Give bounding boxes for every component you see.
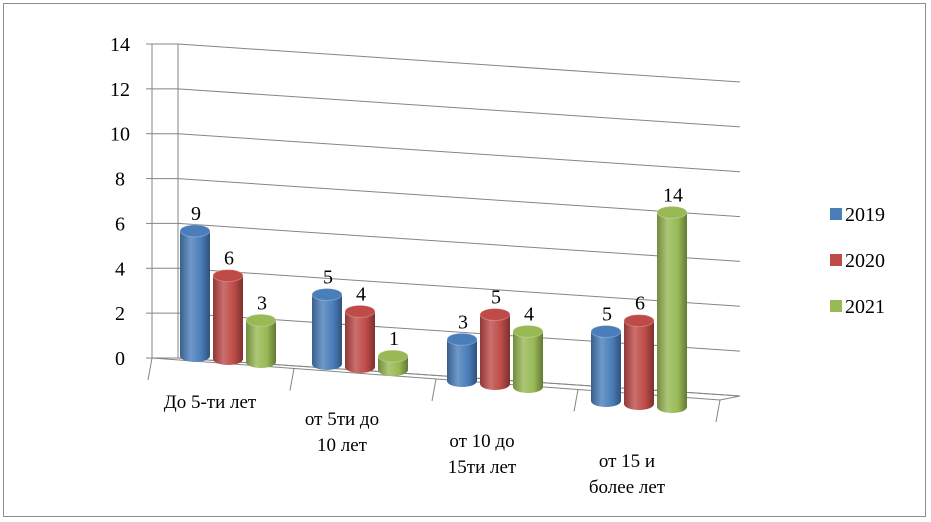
bar-body [513,331,543,393]
x-tick-mark [715,399,721,423]
bar-top [623,314,655,328]
data-label: 5 [491,287,501,309]
legend-swatch [830,254,842,266]
bar-2021-1 [377,349,409,376]
gridline [177,222,741,262]
bar-2020-2 [479,308,511,390]
data-label: 9 [191,203,201,225]
bar-top [179,224,211,238]
y-tick-label: 10 [110,124,130,146]
bar-2020-0 [212,269,244,365]
bar-body [591,331,621,407]
legend-label: 2021 [845,296,885,318]
y-tick-label: 4 [115,258,125,280]
x-tick-mark [573,389,579,412]
bar-2021-3 [656,205,688,413]
bar-body [624,320,654,410]
data-label: 3 [257,292,267,314]
bar-body [657,212,687,413]
y-tick-label: 2 [115,303,125,325]
bar-2021-2 [512,324,544,393]
bars [179,205,688,413]
data-label: 3 [458,311,468,333]
bar-2019-0 [179,224,211,362]
data-label: 5 [323,267,333,289]
bar-top [479,308,511,321]
bar-top [344,304,376,318]
category-label: До 5-ти лет [164,392,257,413]
bar-top [212,269,244,283]
legend-label: 2019 [845,204,885,226]
legend-swatch [830,300,842,312]
bar-top [590,325,622,338]
category-label: от 5ти до 10 лет [305,409,379,456]
x-tick-mark [289,368,295,391]
bar-body [180,230,210,362]
category-label: от 10 до 15ти лет [448,431,517,478]
bar-2019-2 [446,332,478,387]
bar-body [213,275,243,365]
bar-2020-3 [623,314,655,410]
bar-top [512,324,544,338]
bar-2021-0 [245,313,277,368]
data-label: 1 [389,328,399,350]
y-tick-label: 0 [115,348,125,370]
bar-body [246,320,276,368]
y-tick-label: 8 [115,169,125,191]
bar-top [377,349,409,363]
data-label: 6 [224,248,234,270]
y-tick-label: 6 [115,213,125,235]
y-tick-label: 12 [110,79,130,101]
data-label: 14 [663,184,683,206]
legend-swatch [830,208,842,220]
bar-body [447,339,477,387]
x-tick-mark [431,378,437,402]
gridline [177,178,741,218]
bar-top [446,332,478,346]
data-label: 6 [635,293,645,315]
data-label: 4 [524,303,534,325]
x-tick-mark [147,357,153,381]
bar-body [312,294,342,370]
bar-top [656,205,688,219]
data-label: 5 [602,304,612,326]
bar-2020-1 [344,304,376,373]
bar-top [245,313,277,327]
gridline [177,88,741,128]
bar-top [311,288,343,301]
legend-label: 2020 [845,250,885,272]
gridline [177,267,741,307]
bar-body [480,314,510,390]
gridline [177,133,741,173]
bar-body [345,311,375,373]
legend: 2019 2020 2021 [830,204,885,318]
category-label: от 15 и более лет [589,451,666,498]
bar-2019-3 [590,325,622,407]
y-tick-label: 14 [110,34,130,56]
gridline [177,43,741,83]
data-label: 4 [356,283,366,305]
bar-2019-1 [311,288,343,370]
